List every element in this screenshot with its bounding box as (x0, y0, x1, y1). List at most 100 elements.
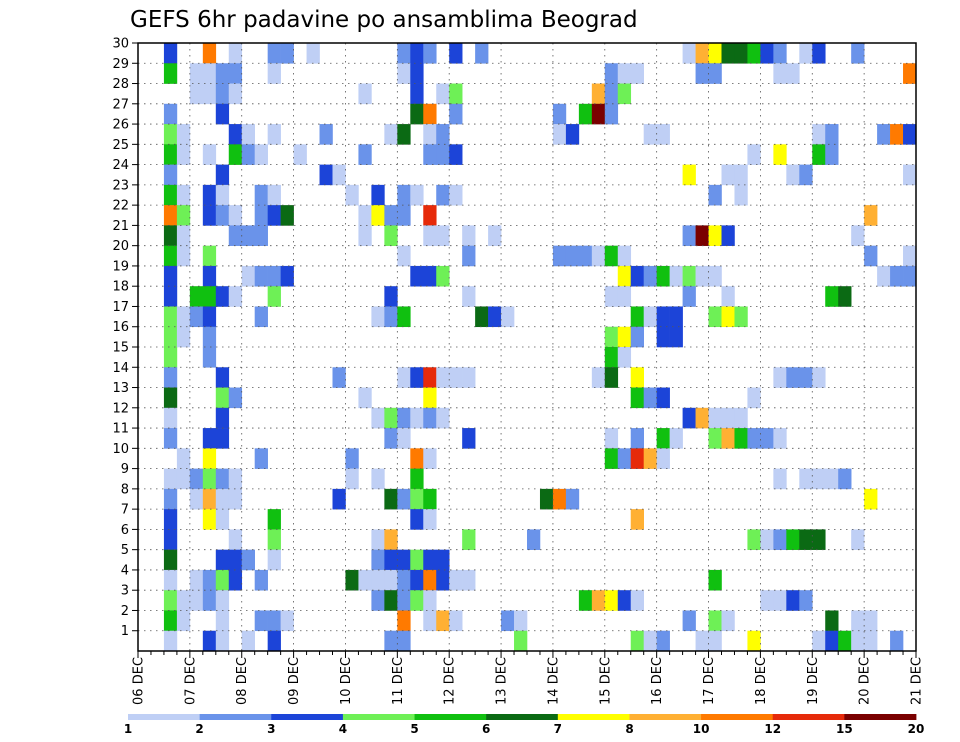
heatmap-cell (462, 529, 476, 550)
y-tick-label: 13 (112, 381, 129, 396)
heatmap-cell (708, 569, 722, 591)
heatmap-cell (189, 569, 204, 591)
heatmap-cell (371, 549, 385, 571)
heatmap-cell (410, 265, 424, 287)
heatmap-cell (410, 184, 424, 206)
heatmap-cell (423, 590, 437, 611)
heatmap-cell (462, 286, 476, 307)
heatmap-cell (215, 286, 230, 307)
heatmap-cell (436, 610, 450, 632)
heatmap-cell (436, 407, 450, 429)
heatmap-cell (565, 245, 580, 267)
heatmap-cell (163, 590, 178, 611)
heatmap-cell (591, 590, 606, 611)
heatmap-cell (410, 468, 424, 490)
colorbar-swatch (629, 714, 702, 720)
heatmap-cell (423, 205, 437, 226)
heatmap-cell (630, 387, 644, 409)
heatmap-cell (604, 326, 619, 348)
heatmap-cell (202, 184, 217, 206)
heatmap-cell (669, 265, 683, 287)
heatmap-cell (189, 63, 204, 84)
heatmap-cell (501, 306, 515, 328)
heatmap-cell (228, 205, 243, 226)
heatmap-cell (280, 43, 294, 64)
heatmap-cell (215, 83, 230, 105)
colorbar: 1 2 3 4 5 6 7 8 10 12 15 20 (124, 714, 924, 736)
heatmap-cell (228, 43, 243, 64)
colorbar-swatch (701, 714, 774, 720)
heatmap-cell (267, 63, 281, 84)
heatmap-cell (864, 630, 878, 652)
heatmap-cell (202, 569, 217, 591)
heatmap-cell (643, 630, 657, 652)
grid-layer (138, 43, 916, 651)
heatmap-cell (410, 43, 424, 64)
heatmap-cell (384, 124, 398, 145)
heatmap-cell (267, 610, 281, 632)
colorbar-label: 3 (267, 722, 275, 736)
heatmap-cell (241, 265, 255, 287)
heatmap-cell (384, 428, 398, 449)
heatmap-cell (371, 590, 385, 611)
heatmap-cell (449, 144, 463, 165)
heatmap-cell (189, 590, 204, 611)
heatmap-cell (371, 407, 385, 429)
heatmap-cell (604, 367, 619, 388)
heatmap-cell (462, 569, 476, 591)
heatmap-cell (773, 428, 787, 449)
heatmap-cell (332, 367, 346, 388)
heatmap-cell (384, 488, 398, 510)
heatmap-cell (228, 286, 243, 307)
heatmap-cell (436, 569, 450, 591)
heatmap-cell (189, 468, 204, 490)
heatmap-cell (423, 144, 437, 165)
y-axis: 1234567891011121314151617181920212223242… (112, 37, 138, 639)
heatmap-cell (799, 468, 813, 490)
y-tick-label: 19 (112, 259, 129, 274)
heatmap-cell (864, 205, 878, 226)
heatmap-cell (578, 103, 593, 125)
heatmap-cell (202, 590, 217, 611)
heatmap-cell (565, 124, 580, 145)
heatmap-cell (734, 164, 748, 186)
heatmap-cell (189, 306, 204, 328)
heatmap-cell (163, 367, 178, 388)
heatmap-cell (215, 367, 230, 388)
heatmap-cell (708, 306, 722, 328)
heatmap-cell (604, 590, 619, 611)
y-tick-label: 3 (121, 584, 129, 599)
heatmap-cell (436, 549, 450, 571)
colorbar-label: 7 (554, 722, 562, 736)
heatmap-cell (397, 306, 411, 328)
heatmap-cell (280, 265, 294, 287)
heatmap-cell (630, 509, 644, 530)
heatmap-cell (228, 549, 243, 571)
heatmap-cell (371, 306, 385, 328)
x-tick-label: 15 DEC (598, 657, 613, 705)
heatmap-cell (189, 83, 204, 105)
heatmap-cell (630, 367, 644, 388)
heatmap-cell (397, 63, 411, 84)
colorbar-swatch (486, 714, 559, 720)
heatmap-cell (643, 124, 657, 145)
heatmap-cell (397, 367, 411, 388)
x-tick-label: 20 DEC (858, 657, 873, 705)
heatmap-cell (202, 448, 217, 469)
heatmap-cell (254, 184, 268, 206)
heatmap-cell (202, 347, 217, 368)
heatmap-cell (617, 265, 632, 287)
heatmap-cell (371, 205, 385, 226)
heatmap-cell (384, 286, 398, 307)
heatmap-cell (838, 286, 852, 307)
heatmap-cell (604, 63, 619, 84)
heatmap-cell (423, 225, 437, 246)
heatmap-cell (773, 144, 787, 165)
y-tick-label: 26 (112, 118, 129, 133)
heatmap-cell (384, 549, 398, 571)
heatmap-cell (890, 265, 904, 287)
heatmap-cell (851, 630, 865, 652)
heatmap-cell (176, 610, 191, 632)
heatmap-cell (202, 63, 217, 84)
heatmap-cell (436, 144, 450, 165)
